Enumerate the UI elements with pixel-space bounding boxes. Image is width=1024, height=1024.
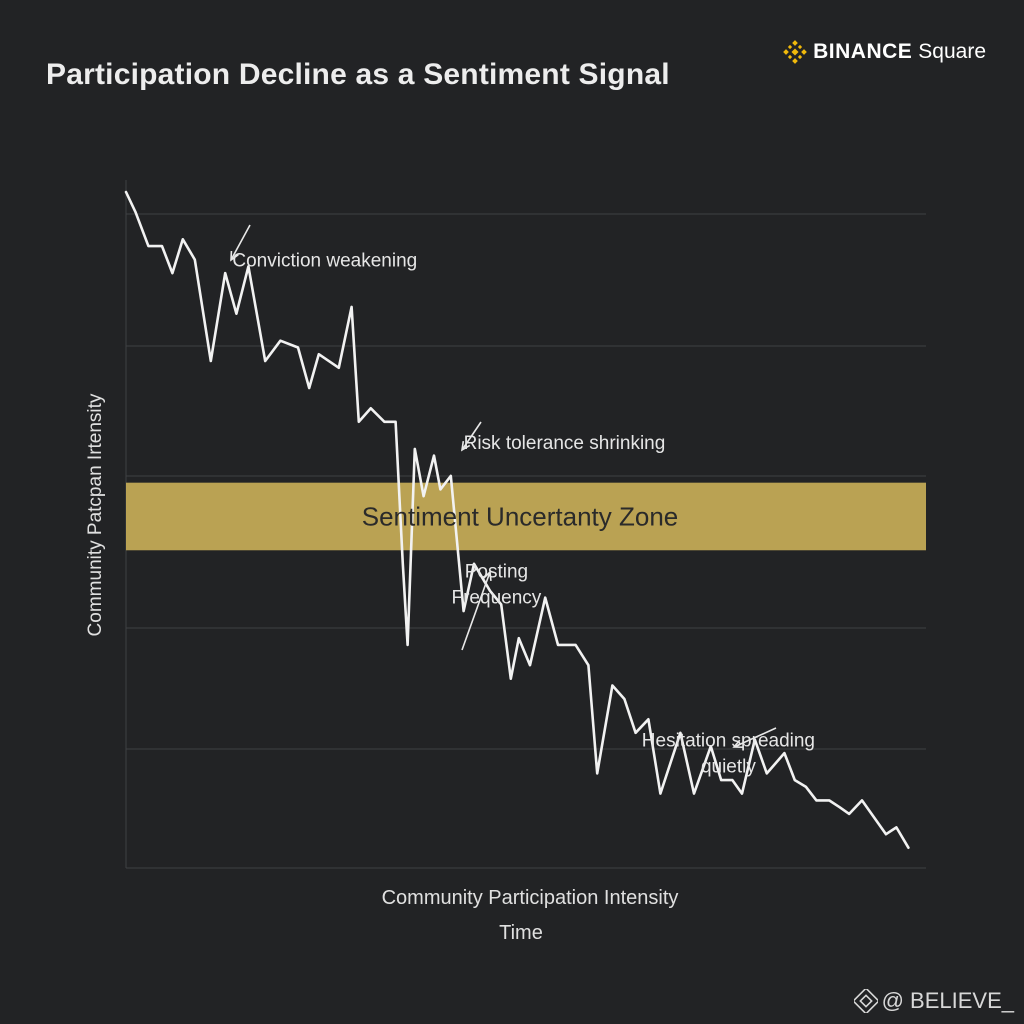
- annotation-line: Frequency: [452, 587, 542, 608]
- arrow-head-icon: [460, 440, 471, 452]
- annotation-label: Conviction weakening: [232, 250, 417, 271]
- uncertainty-zone-label: Sentiment Uncertanty Zone: [362, 501, 679, 531]
- annotation-line: Conviction weakening: [232, 250, 417, 271]
- annotation-line: Posting: [465, 561, 528, 582]
- uncertainty-zone-band: [126, 482, 926, 551]
- brand-logo: BINANCE Square: [783, 40, 986, 64]
- arrow-head-icon: [483, 570, 492, 582]
- annotation-arrow: [461, 421, 482, 451]
- arrow-head-icon: [732, 739, 744, 749]
- watermark: @ BELIEVE_: [853, 988, 1014, 1014]
- annotation-arrow: [230, 224, 251, 261]
- annotation-label: Risk tolerance shrinking: [464, 433, 666, 454]
- annotation-label: Posting Frequency: [452, 561, 542, 608]
- annotation-label: Hesitation spreading quietly: [642, 730, 815, 777]
- x-axis-sublabel: Time: [499, 922, 543, 944]
- participation-line: [124, 190, 910, 850]
- x-axis-label: Community Participation Intensity: [382, 887, 679, 909]
- binance-logo-icon: [783, 40, 807, 64]
- watermark-handle: @ BELIEVE_: [881, 988, 1014, 1013]
- annotation-line: Hesitation spreading: [642, 730, 815, 751]
- y-axis-label: Community Patcpan Irtensity: [85, 393, 106, 636]
- annotation-arrow: [733, 727, 777, 748]
- brand-product: Square: [918, 40, 986, 63]
- annotation-line: quietly: [701, 756, 756, 777]
- annotation-line: Risk tolerance shrinking: [464, 433, 666, 454]
- arrow-head-icon: [230, 250, 239, 262]
- brand-name: BINANCE: [813, 40, 913, 63]
- binance-diamond-icon: [853, 989, 878, 1013]
- chart-title: Participation Decline as a Sentiment Sig…: [46, 58, 670, 91]
- annotation-arrow: [461, 571, 491, 651]
